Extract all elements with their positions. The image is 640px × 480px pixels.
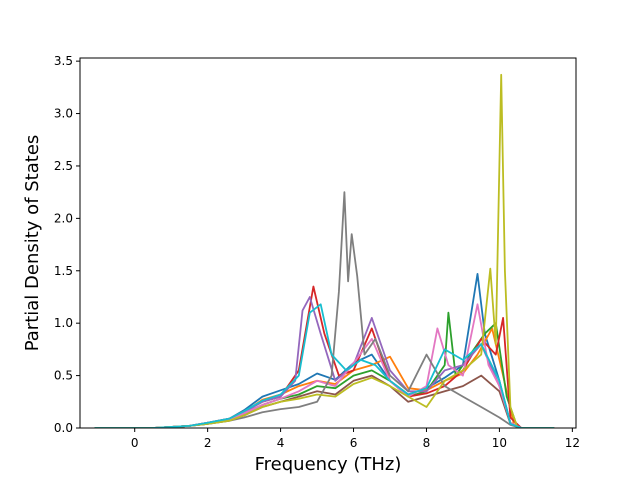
x-tick-label: 2: [204, 436, 212, 450]
x-tick-label: 10: [492, 436, 507, 450]
y-tick-label: 3.5: [54, 54, 73, 68]
series-line-8: [94, 191, 555, 428]
x-axis-ticks: 0 2 4 6 8 10 12: [131, 428, 580, 450]
x-tick-label: 4: [277, 436, 285, 450]
series-line-10: [94, 303, 555, 428]
y-axis-ticks: 0.0 0.5 1.0 1.5 2.0 2.5 3.0 3.5: [54, 54, 80, 435]
y-tick-label: 3.0: [54, 107, 73, 121]
plot-frame: [79, 57, 577, 429]
y-tick-label: 1.5: [54, 264, 73, 278]
x-tick-label: 0: [131, 436, 139, 450]
y-tick-label: 0.0: [54, 421, 73, 435]
y-tick-label: 1.0: [54, 316, 73, 330]
y-axis-label: Partial Density of States: [22, 135, 43, 352]
series-line-9: [94, 73, 555, 428]
y-tick-label: 0.5: [54, 369, 73, 383]
x-tick-label: 6: [350, 436, 358, 450]
y-tick-label: 2.0: [54, 211, 73, 225]
y-tick-label: 2.5: [54, 159, 73, 173]
x-axis-label: Frequency (THz): [255, 454, 402, 475]
x-tick-label: 8: [423, 436, 431, 450]
series-line-7: [94, 303, 555, 428]
x-tick-label: 12: [565, 436, 580, 450]
series-layer: [94, 73, 555, 428]
